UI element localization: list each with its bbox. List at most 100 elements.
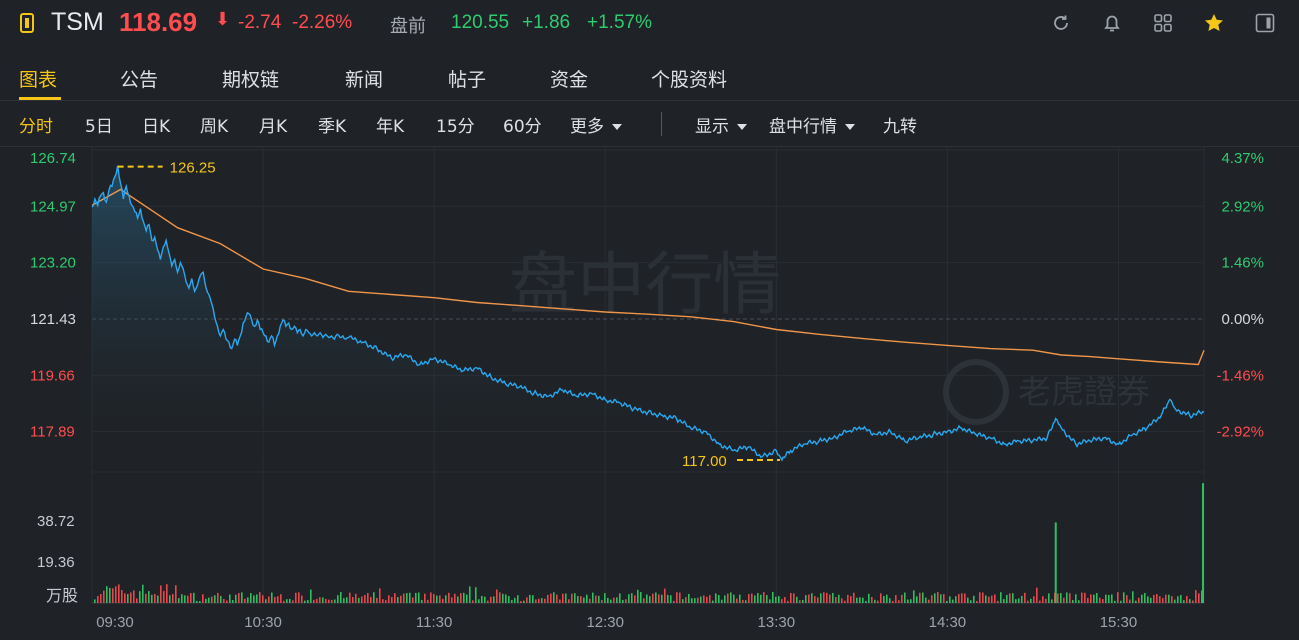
volume-bar xyxy=(922,592,924,603)
period-yearly-k[interactable]: 年K xyxy=(376,117,405,137)
panel-icon[interactable] xyxy=(1254,12,1276,34)
volume-bar xyxy=(553,592,555,603)
volume-bar xyxy=(1165,594,1167,603)
price-area-fill xyxy=(92,165,1204,460)
volume-bar xyxy=(490,596,492,603)
volume-bar xyxy=(319,597,321,603)
volume-bar xyxy=(262,595,264,603)
nine-turn-button[interactable]: 九转 xyxy=(883,117,917,137)
volume-bar xyxy=(178,598,180,603)
time-tick-label: 10:30 xyxy=(244,614,282,631)
volume-bar xyxy=(1189,599,1191,603)
volume-tick-label: 19.36 xyxy=(37,554,75,571)
volume-bar xyxy=(121,590,123,603)
volume-bar xyxy=(1132,591,1134,603)
volume-bar xyxy=(1042,596,1044,603)
volume-bar xyxy=(229,594,231,603)
chevron-down-icon xyxy=(737,124,747,130)
volume-bar xyxy=(535,599,537,603)
volume-bar xyxy=(832,592,834,603)
volume-bar xyxy=(565,593,567,603)
tab-chart[interactable]: 图表 xyxy=(19,69,58,91)
tab-announcements[interactable]: 公告 xyxy=(120,69,159,91)
volume-bar xyxy=(1144,592,1146,603)
volume-bar xyxy=(1117,592,1119,603)
volume-bar xyxy=(427,599,429,603)
tab-company-profile[interactable]: 个股资料 xyxy=(651,69,728,91)
volume-bar xyxy=(118,584,120,603)
volume-bar xyxy=(673,600,675,603)
period-intraday[interactable]: 分时 xyxy=(19,117,53,137)
volume-bar xyxy=(730,592,732,603)
volume-bar xyxy=(1060,593,1062,603)
display-dropdown[interactable]: 显示 xyxy=(695,112,747,137)
volume-bar xyxy=(958,594,960,603)
volume-bar xyxy=(1108,594,1110,603)
volume-bar xyxy=(865,600,867,603)
volume-bar xyxy=(661,594,663,603)
period-5day[interactable]: 5日 xyxy=(85,117,113,137)
volume-bar xyxy=(571,593,573,603)
period-quarterly-k[interactable]: 季K xyxy=(318,117,347,137)
volume-bar xyxy=(886,594,888,603)
tab-news[interactable]: 新闻 xyxy=(345,69,384,91)
volume-bar xyxy=(667,594,669,603)
tab-posts[interactable]: 帖子 xyxy=(448,69,487,91)
volume-bar xyxy=(982,592,984,603)
volume-bar xyxy=(223,598,225,603)
volume-bar xyxy=(328,599,330,603)
intraday-quote-dropdown[interactable]: 盘中行情 xyxy=(769,112,855,137)
volume-bar xyxy=(1027,600,1029,603)
volume-bar xyxy=(679,592,681,603)
volume-bar xyxy=(340,592,342,603)
bell-icon[interactable] xyxy=(1101,12,1123,34)
volume-bar xyxy=(580,596,582,603)
volume-bar xyxy=(811,593,813,603)
high-low-annotations: 126.25 117.00 xyxy=(117,160,781,470)
period-weekly-k[interactable]: 周K xyxy=(200,117,229,137)
volume-bar xyxy=(766,595,768,603)
volume-bar xyxy=(310,589,312,603)
volume-bar xyxy=(322,597,324,603)
time-tick-label: 13:30 xyxy=(758,614,796,631)
volume-bar xyxy=(100,594,102,603)
period-more-dropdown[interactable]: 更多 xyxy=(570,112,622,137)
volume-bar xyxy=(787,600,789,603)
star-icon[interactable] xyxy=(1203,12,1225,34)
period-15min[interactable]: 15分 xyxy=(436,117,475,137)
volume-bar xyxy=(184,595,186,603)
period-60min[interactable]: 60分 xyxy=(503,117,542,137)
period-monthly-k[interactable]: 月K xyxy=(259,117,288,137)
divider xyxy=(0,146,1299,147)
volume-bar xyxy=(952,599,954,603)
refresh-icon[interactable] xyxy=(1050,12,1072,34)
volume-bar xyxy=(1177,596,1179,603)
percent-axis: 4.37% 2.92% 1.46% 0.00% -1.46% -2.92% xyxy=(1216,150,1264,441)
volume-bar xyxy=(751,593,753,603)
volume-bar xyxy=(970,600,972,603)
volume-bar xyxy=(1000,592,1002,603)
volume-bar xyxy=(1018,598,1020,603)
volume-bar xyxy=(658,594,660,603)
volume-bar xyxy=(226,600,228,603)
tab-options-chain[interactable]: 期权链 xyxy=(222,69,280,91)
volume-bar xyxy=(664,588,666,603)
period-daily-k[interactable]: 日K xyxy=(142,117,171,137)
volume-bar xyxy=(97,595,99,603)
watchlist-flag-icon[interactable] xyxy=(20,13,34,33)
volume-bar xyxy=(880,593,882,603)
volume-bar xyxy=(1174,599,1176,603)
volume-bar xyxy=(961,593,963,603)
volume-bar xyxy=(619,593,621,603)
volume-bar xyxy=(754,595,756,603)
grid-icon[interactable] xyxy=(1152,12,1174,34)
volume-bar xyxy=(1198,593,1200,603)
tab-capital-flow[interactable]: 资金 xyxy=(550,69,589,91)
volume-bar xyxy=(1003,599,1005,603)
volume-bar xyxy=(316,598,318,603)
volume-bar xyxy=(784,597,786,603)
volume-bar xyxy=(532,595,534,603)
volume-bar xyxy=(742,599,744,603)
volume-bar xyxy=(1099,597,1101,603)
